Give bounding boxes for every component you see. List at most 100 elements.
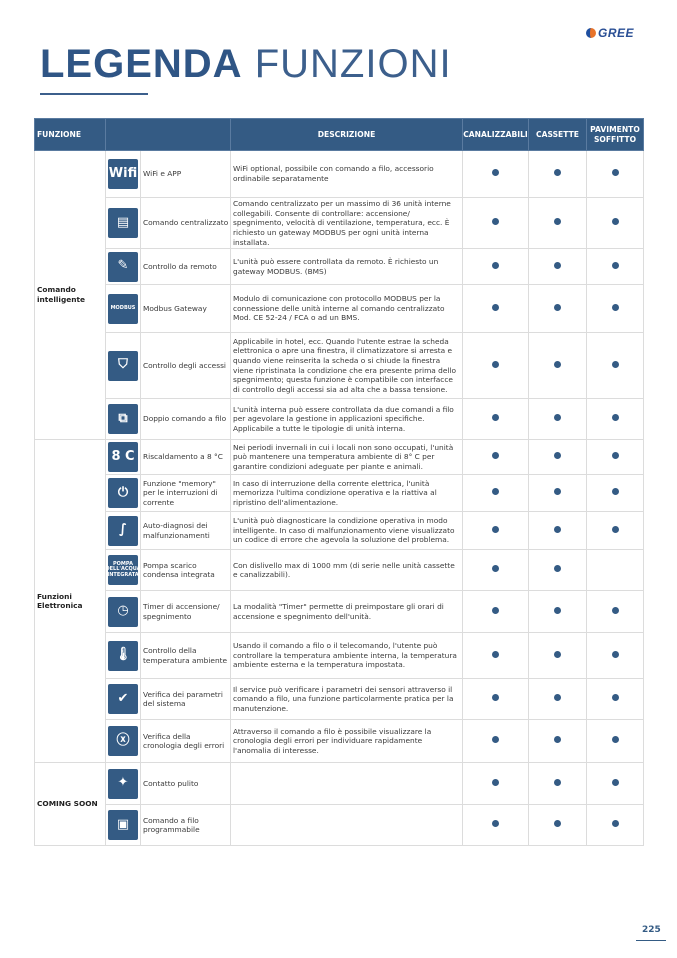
feature-description: L'unità può diagnosticare la condizione … <box>230 511 463 551</box>
programmable-wired-control-icon: ▣ <box>108 810 138 841</box>
table-row: POMPA DELL'ACQUA INTEGRATA Pompa scarico … <box>35 549 644 592</box>
availability-dot-icon <box>611 694 619 702</box>
availability-cassette <box>528 150 587 198</box>
availability-dot-icon <box>554 488 561 496</box>
availability-dot-icon <box>611 488 619 496</box>
availability-dot-icon <box>554 736 561 744</box>
group-label: Comando intelligente <box>34 149 106 441</box>
header-pavimento-soffitto: PAVIMENTO SOFFITTO <box>586 118 644 151</box>
availability-cassette <box>528 678 587 721</box>
page-title: LEGENDA FUNZIONI <box>40 42 452 87</box>
feature-description: L'unità può essere controllata da remoto… <box>230 248 463 286</box>
availability-cassette <box>528 284 587 334</box>
icon-cell: ◷ <box>105 590 141 634</box>
icon-cell: MODBUS <box>105 284 141 334</box>
availability-dot-icon <box>492 218 499 226</box>
table-row: ⏻ Funzione "memory" per le interruzioni d… <box>35 474 644 513</box>
feature-name: Riscaldamento a 8 °C <box>140 439 231 476</box>
availability-dot-icon <box>554 261 561 269</box>
availability-dot-icon <box>611 261 619 269</box>
availability-dot-icon <box>554 452 561 460</box>
feature-name: Verifica della cronologia degli errori <box>140 719 231 764</box>
availability-dot-icon <box>492 820 499 828</box>
header-funzione: FUNZIONE <box>34 118 106 151</box>
availability-cassette <box>528 332 587 400</box>
availability-dot-icon <box>611 452 619 460</box>
availability-pavimento_soffitto <box>586 474 644 513</box>
feature-name: Funzione "memory" per le interruzioni di… <box>140 474 231 513</box>
heating-8c-icon: 8 C <box>108 442 138 473</box>
availability-dot-icon <box>611 303 619 311</box>
availability-canalizzabili <box>462 150 529 198</box>
feature-description: Nei periodi invernali in cui i locali no… <box>230 439 463 476</box>
availability-dot-icon <box>554 360 561 368</box>
availability-dot-icon <box>554 565 561 573</box>
icon-cell: ✎ <box>105 248 141 286</box>
table-row: Comando intelligente Wifi WiFi e APP WiFi o… <box>34 149 644 441</box>
availability-dot-icon <box>611 169 619 177</box>
availability-pavimento_soffitto <box>586 590 644 634</box>
table-row: ▣ Comando a filo programmabile <box>35 804 644 847</box>
availability-cassette <box>528 439 587 476</box>
group-label: COMING SOON <box>34 762 106 847</box>
availability-dot-icon <box>554 650 561 658</box>
wifi-icon: Wifi <box>108 159 138 189</box>
thermometer-icon: 🌡 <box>108 640 138 671</box>
feature-description: Con dislivello max di 1000 mm (di serie … <box>230 549 463 592</box>
availability-cassette <box>528 804 587 847</box>
availability-pavimento_soffitto <box>586 678 644 721</box>
availability-dot-icon <box>492 650 499 658</box>
feature-name: Doppio comando a filo <box>140 398 231 441</box>
table-row: COMING SOON ✦ Contatto pulito <box>34 762 644 847</box>
availability-dot-icon <box>492 261 499 269</box>
table-row: ✔ Verifica dei parametri del sistema Il se… <box>35 678 644 721</box>
header-cassette: CASSETTE <box>528 118 587 151</box>
feature-description: Usando il comando a filo o il telecomand… <box>230 632 463 680</box>
availability-dot-icon <box>492 414 499 422</box>
availability-cassette <box>528 549 587 592</box>
availability-pavimento_soffitto <box>586 439 644 476</box>
availability-pavimento_soffitto <box>586 332 644 400</box>
icon-cell: ✦ <box>105 762 141 806</box>
feature-description <box>230 804 463 847</box>
gree-logo: GREE <box>586 26 634 40</box>
availability-canalizzabili <box>462 632 529 680</box>
availability-cassette <box>528 511 587 551</box>
feature-name: Pompa scarico condensa integrata <box>140 549 231 592</box>
availability-cassette <box>528 474 587 513</box>
availability-dot-icon <box>492 488 499 496</box>
availability-dot-icon <box>492 303 499 311</box>
availability-pavimento_soffitto <box>586 719 644 764</box>
shield-check-icon: ✔ <box>108 684 138 715</box>
availability-canalizzabili <box>462 590 529 634</box>
feature-name: Comando a filo programmabile <box>140 804 231 847</box>
availability-dot-icon <box>611 820 619 828</box>
feature-description: In caso di interruzione della corrente e… <box>230 474 463 513</box>
availability-dot-icon <box>554 169 561 177</box>
availability-dot-icon <box>492 565 499 573</box>
feature-name: Comando centralizzato <box>140 196 231 250</box>
availability-dot-icon <box>492 525 499 533</box>
availability-canalizzabili <box>462 549 529 592</box>
availability-dot-icon <box>492 452 499 460</box>
icon-cell: ✔ <box>105 678 141 721</box>
feature-name: Controllo della temperatura ambiente <box>140 632 231 680</box>
page-number-rule <box>636 940 666 941</box>
availability-dot-icon <box>492 736 499 744</box>
availability-dot-icon <box>611 360 619 368</box>
title-light: FUNZIONI <box>254 42 452 86</box>
icon-cell: ⧉ <box>105 398 141 441</box>
feature-description: Applicabile in hotel, ecc. Quando l'uten… <box>230 332 463 400</box>
availability-canalizzabili <box>462 332 529 400</box>
availability-dot-icon <box>554 820 561 828</box>
availability-pavimento_soffitto <box>586 511 644 551</box>
availability-dot-icon <box>554 525 561 533</box>
stethoscope-icon: ∫ <box>108 515 138 546</box>
dual-wired-control-icon: ⧉ <box>108 404 138 435</box>
availability-pavimento_soffitto <box>586 762 644 806</box>
icon-cell: ▤ <box>105 196 141 250</box>
availability-dot-icon <box>611 736 619 744</box>
header-canalizzabili: CANALIZZABILI <box>462 118 529 151</box>
error-x-icon: ⓧ <box>108 726 138 757</box>
feature-name: Verifica dei parametri del sistema <box>140 678 231 721</box>
